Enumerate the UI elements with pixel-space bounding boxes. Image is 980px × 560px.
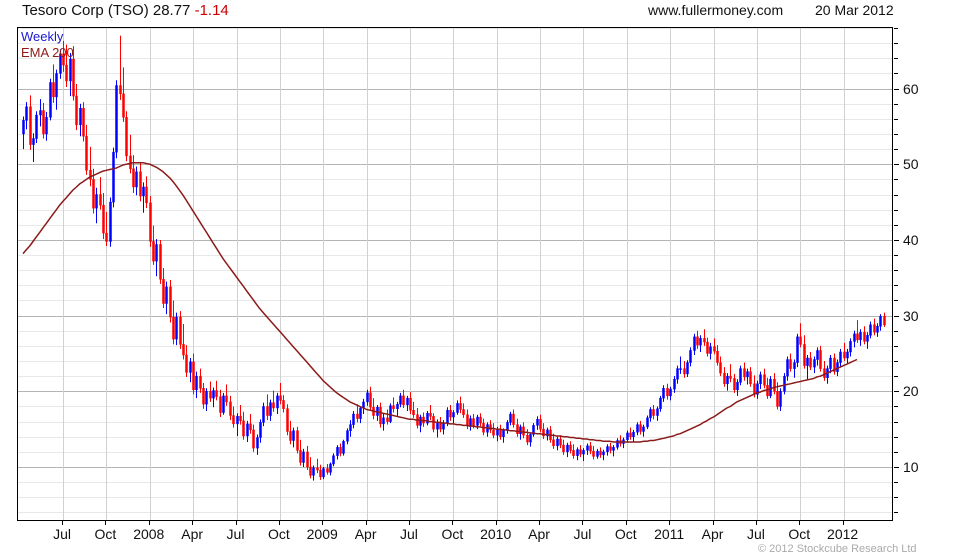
x-axis-tick — [279, 521, 280, 525]
x-axis-label: Oct — [614, 526, 637, 542]
y-axis-tick — [894, 195, 898, 196]
y-axis-tick — [894, 361, 898, 362]
x-axis-tick — [799, 521, 800, 525]
x-axis-label: Apr — [181, 526, 204, 542]
x-axis-label: Jul — [573, 526, 592, 542]
chart-legend: Weekly EMA 200 — [21, 29, 74, 61]
y-axis-tick — [894, 497, 898, 498]
y-axis-tick — [894, 346, 898, 347]
x-axis-tick — [582, 521, 583, 525]
y-axis-tick — [894, 331, 898, 332]
y-axis-label: 50 — [903, 156, 919, 173]
x-axis-tick — [236, 521, 237, 525]
x-axis-label: 2012 — [827, 526, 859, 542]
y-axis-tick — [894, 316, 899, 317]
x-axis-tick — [626, 521, 627, 525]
y-axis-tick — [894, 285, 898, 286]
x-axis-tick — [756, 521, 757, 525]
x-axis-tick — [192, 521, 193, 525]
x-axis-tick — [539, 521, 540, 525]
plot-area — [17, 27, 893, 521]
x-axis-tick — [409, 521, 410, 525]
x-axis-label: 2008 — [133, 526, 165, 542]
x-axis-tick — [452, 521, 453, 525]
x-axis-label: Apr — [354, 526, 377, 542]
x-axis-tick — [105, 521, 106, 525]
x-axis-label: Jul — [400, 526, 418, 542]
y-axis-tick — [894, 452, 898, 453]
y-axis-tick — [894, 467, 899, 468]
y-axis-tick — [894, 104, 898, 105]
x-axis-label: Oct — [788, 526, 811, 542]
x-axis-tick — [669, 521, 670, 525]
y-axis-tick — [894, 270, 898, 271]
x-axis-label: 2010 — [480, 526, 512, 542]
grid-lines — [18, 28, 892, 520]
y-axis-tick — [894, 28, 898, 29]
x-axis-label: Jul — [226, 526, 245, 542]
legend-timeframe: Weekly — [21, 29, 64, 44]
x-axis-tick — [496, 521, 497, 525]
instrument-name-and-price: Tesoro Corp (TSO) 28.77 — [22, 2, 191, 19]
y-axis-tick — [894, 89, 899, 90]
x-axis-label: Apr — [701, 526, 724, 542]
x-axis-label: Oct — [267, 526, 290, 542]
x-axis-label: 2011 — [654, 526, 685, 542]
y-axis-tick — [894, 300, 898, 301]
price-change: -1.14 — [194, 2, 229, 19]
y-axis-label: 60 — [903, 80, 919, 97]
x-axis-tick — [149, 521, 150, 525]
y-axis-label: 20 — [903, 383, 919, 400]
y-axis-tick — [894, 73, 898, 74]
y-axis-tick — [894, 134, 898, 135]
x-axis-label: Oct — [94, 526, 117, 542]
chart-date: 20 Mar 2012 — [815, 2, 894, 18]
y-axis-tick — [894, 225, 898, 226]
y-axis-tick — [894, 422, 898, 423]
x-axis-tick — [843, 521, 844, 525]
y-axis-tick — [894, 482, 898, 483]
price-series — [22, 35, 886, 481]
y-axis-label: 10 — [903, 459, 919, 475]
chart-header: Tesoro Corp (TSO) 28.77 -1.14 www.fuller… — [0, 2, 980, 24]
x-axis-tick — [713, 521, 714, 525]
x-axis-tick — [322, 521, 323, 525]
y-axis: 10 20 30 40 50 60 — [894, 27, 980, 521]
y-axis-label: 30 — [903, 307, 919, 324]
x-axis-label: Apr — [528, 526, 550, 542]
y-axis-tick — [894, 406, 898, 407]
y-axis-tick — [894, 240, 899, 241]
y-axis-tick — [894, 149, 898, 150]
y-axis-tick — [894, 391, 899, 392]
instrument-title: Tesoro Corp (TSO) 28.77 -1.14 — [22, 2, 229, 19]
y-axis-tick — [894, 164, 899, 165]
copyright-notice: © 2012 Stockcube Research Ltd — [758, 543, 917, 555]
y-axis-tick — [894, 179, 898, 180]
x-axis-label: 2009 — [306, 526, 338, 542]
legend-ema-overlay: EMA 200 — [21, 45, 74, 60]
y-axis-tick — [894, 119, 898, 120]
y-axis-label: 40 — [903, 231, 919, 248]
y-axis-tick — [894, 255, 898, 256]
y-axis-tick — [894, 376, 898, 377]
y-axis-tick — [894, 210, 898, 211]
y-axis-tick — [894, 512, 898, 513]
x-axis: Jul Oct 2008 Apr Jul Oct 2009 Apr Jul Oct 2010 Apr J… — [17, 521, 893, 549]
x-axis-tick — [62, 521, 63, 525]
y-axis-tick — [894, 437, 898, 438]
y-axis-tick — [894, 43, 898, 44]
x-axis-label: Oct — [441, 526, 464, 542]
x-axis-label: Jul — [746, 526, 765, 542]
source-website: www.fullermoney.com — [648, 2, 784, 18]
x-axis-tick — [366, 521, 367, 525]
x-axis-label: Jul — [53, 526, 71, 542]
y-axis-tick — [894, 58, 898, 59]
